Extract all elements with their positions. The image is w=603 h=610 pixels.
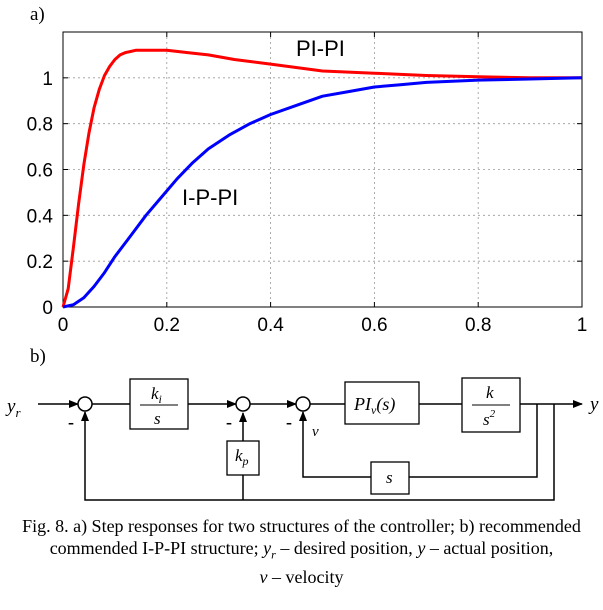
output-label: y xyxy=(588,394,599,415)
piv-label: PIv(s) xyxy=(353,394,395,417)
caption-line-3: v – velocity xyxy=(259,566,344,587)
series-label-i-p-pi: I-P-PI xyxy=(182,185,238,210)
series-line-i-p-pi xyxy=(62,76,583,309)
s-feedback-block xyxy=(370,461,410,495)
input-label: yr xyxy=(5,396,21,420)
minus-sign-3: - xyxy=(286,412,292,432)
velocity-label: v xyxy=(312,424,319,440)
x-tick-label: 0.2 xyxy=(154,315,180,336)
sum-junction-2 xyxy=(235,396,251,412)
panel-a-label: a) xyxy=(30,4,45,25)
x-tick-label: 0 xyxy=(58,315,69,336)
ki-denominator: s xyxy=(154,409,161,428)
y-tick-label: 0.8 xyxy=(27,115,53,136)
figure-caption: Fig. 8. a) Step responses for two struct… xyxy=(0,515,603,588)
caption-line-2: commended I-P-PI structure; yr – desired… xyxy=(49,538,554,562)
position-feedback-line xyxy=(81,404,555,501)
panel-b-label: b) xyxy=(30,346,46,367)
block-diagram: yr - ki s - kp - v PIv(s) k s2 xyxy=(5,377,599,501)
series-line-pi-pi xyxy=(61,48,582,308)
grid xyxy=(63,32,582,307)
caption-line-1: Fig. 8. a) Step responses for two struct… xyxy=(22,516,581,536)
x-tick-label: 0.6 xyxy=(361,315,387,336)
x-tick-label: 1 xyxy=(577,315,588,336)
plant-numerator: k xyxy=(486,383,494,402)
y-tick-label: 0.6 xyxy=(27,161,53,182)
ticks: 0 0.2 0.4 0.6 0.8 1 0 0.2 0.4 0.6 0.8 1 xyxy=(27,32,588,336)
sum-junction-3 xyxy=(295,396,311,412)
x-tick-label: 0.8 xyxy=(465,315,491,336)
y-tick-label: 0.2 xyxy=(27,252,53,273)
piv-block xyxy=(344,381,420,425)
minus-sign-1: - xyxy=(68,412,74,432)
minus-sign-2: - xyxy=(226,412,232,432)
sum-junction-1 xyxy=(77,396,93,412)
series-label-pi-pi: PI-PI xyxy=(296,36,345,61)
s-feedback-label: s xyxy=(386,468,393,487)
y-tick-label: 0 xyxy=(42,298,53,319)
kp-label: kp xyxy=(235,446,249,468)
ki-s-block xyxy=(129,378,189,430)
figure-canvas: 0 0.2 0.4 0.6 0.8 1 0 0.2 0.4 0.6 0.8 1 PI-PI I-P-P… xyxy=(5,31,599,501)
velocity-feedback-line xyxy=(299,411,371,478)
x-tick-label: 0.4 xyxy=(257,315,284,336)
ki-numerator: ki xyxy=(151,384,162,406)
series-lines xyxy=(61,48,583,309)
y-tick-label: 1 xyxy=(42,69,53,90)
plant-denominator: s2 xyxy=(483,408,496,429)
step-response-chart: 0 0.2 0.4 0.6 0.8 1 0 0.2 0.4 0.6 0.8 1 PI-PI I-P-P… xyxy=(27,31,588,336)
y-tick-label: 0.4 xyxy=(27,206,54,227)
velocity-feedback-line xyxy=(409,404,538,478)
